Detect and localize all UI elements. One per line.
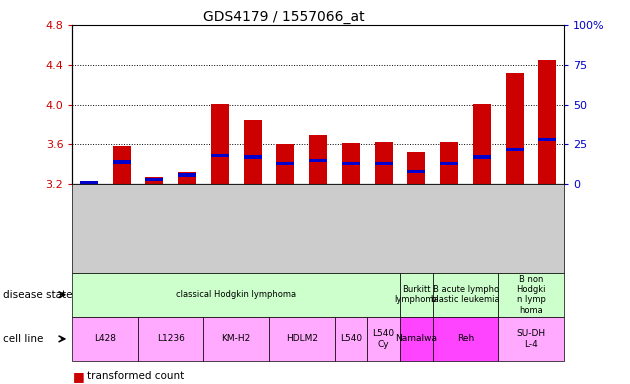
Bar [342,144,360,184]
Text: SU-DH
L-4: SU-DH L-4 [517,329,546,349]
Bar [375,162,392,166]
Bar [211,154,229,157]
Bar [277,144,294,184]
Bar [244,156,261,159]
Bar [309,159,327,162]
Text: L1236: L1236 [157,334,185,343]
Text: B non
Hodgki
n lymp
homa: B non Hodgki n lymp homa [517,275,546,315]
Bar [375,142,392,184]
Text: classical Hodgkin lymphoma: classical Hodgkin lymphoma [176,290,296,299]
Bar [178,172,196,184]
Bar [342,162,360,166]
Bar [440,162,458,166]
Text: L540: L540 [340,334,362,343]
Text: Reh: Reh [457,334,474,343]
Text: HDLM2: HDLM2 [286,334,318,343]
Bar [440,142,458,184]
Bar [244,119,261,184]
Text: KM-H2: KM-H2 [222,334,251,343]
Bar [178,173,196,177]
Text: Namalwa: Namalwa [396,334,437,343]
Text: GDS4179 / 1557066_at: GDS4179 / 1557066_at [203,10,364,23]
Bar [146,177,163,184]
Text: Burkitt
lymphoma: Burkitt lymphoma [394,285,438,305]
Text: L428: L428 [94,334,116,343]
Bar [277,162,294,166]
Bar [80,181,98,184]
Bar [506,147,524,151]
Bar [473,104,491,184]
Bar [408,170,425,173]
Text: B acute lympho
blastic leukemia: B acute lympho blastic leukemia [432,285,500,305]
Text: transformed count: transformed count [87,371,184,381]
Text: cell line: cell line [3,334,43,344]
Text: disease state: disease state [3,290,72,300]
Bar [211,104,229,184]
Bar [506,73,524,184]
Bar [113,146,130,184]
Text: ■: ■ [72,370,84,383]
Bar [80,183,98,184]
Text: L540
Cy: L540 Cy [372,329,395,349]
Bar [113,160,130,164]
Bar [408,152,425,184]
Bar [539,138,556,141]
Bar [473,156,491,159]
Bar [309,134,327,184]
Bar [146,178,163,181]
Bar [539,60,556,184]
